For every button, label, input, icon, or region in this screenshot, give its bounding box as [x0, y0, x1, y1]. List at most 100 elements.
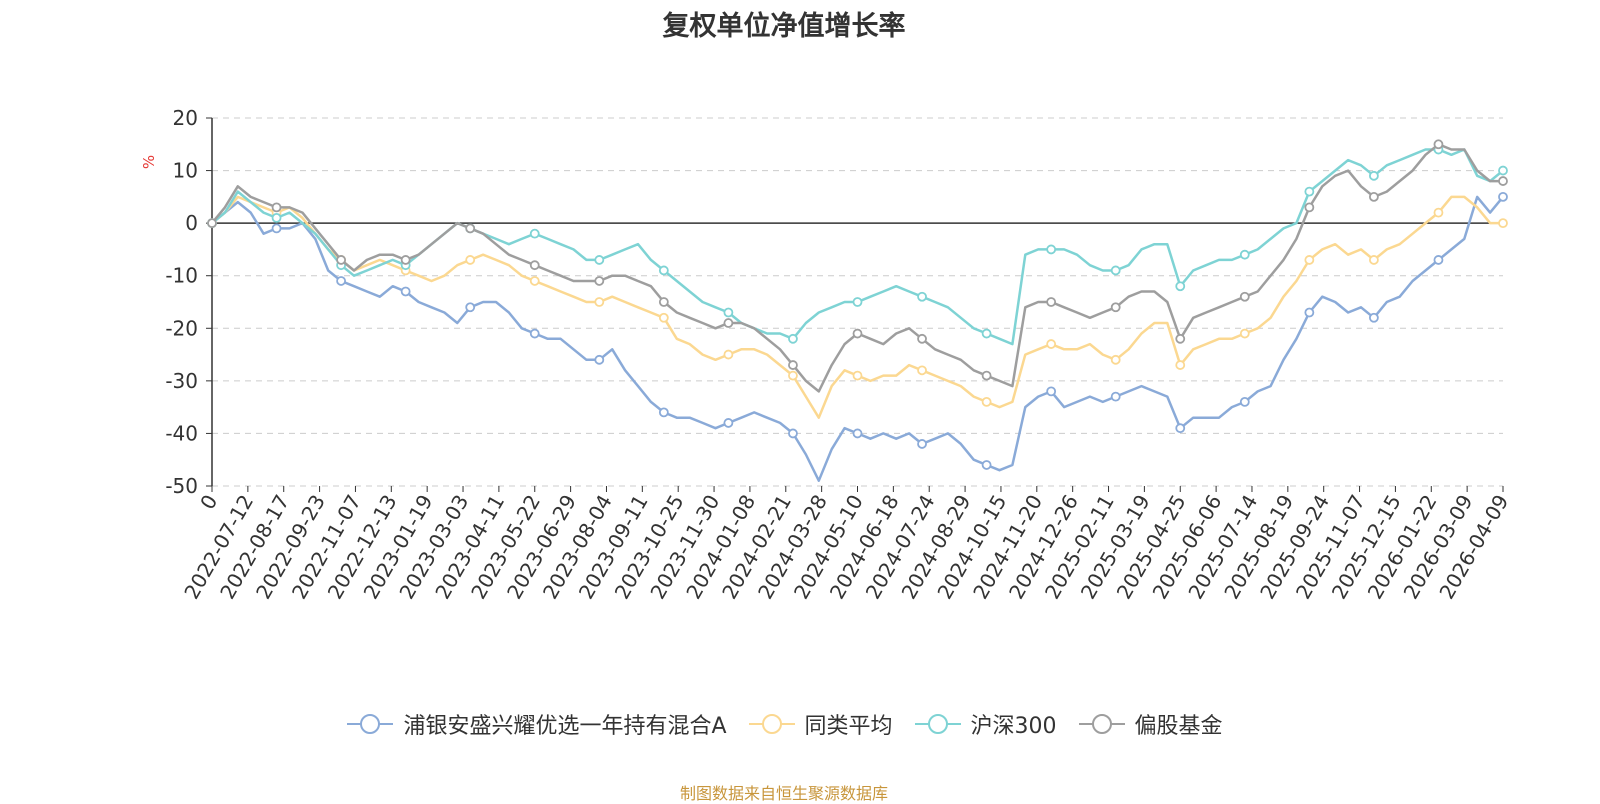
data-point — [658, 312, 669, 323]
data-point — [723, 418, 734, 428]
line-chart: 20 10 0 -10 -20 -30 -40 -50 02022-07-122022-08-… — [140, 106, 1513, 603]
data-point — [1110, 354, 1121, 365]
data-point — [1498, 165, 1508, 176]
data-point — [594, 255, 605, 265]
data-point — [1046, 386, 1057, 397]
data-point — [465, 255, 476, 265]
data-point — [1175, 360, 1186, 370]
data-point — [400, 286, 411, 297]
data-point — [852, 370, 863, 381]
axes — [211, 118, 1503, 486]
series-0 — [207, 191, 1508, 482]
data-point — [1175, 333, 1186, 344]
data-point — [594, 276, 605, 286]
data-point — [1369, 191, 1379, 202]
legend-label: 沪深300 — [970, 714, 1057, 739]
legend-marker-icon — [347, 714, 394, 734]
data-point — [1046, 297, 1057, 307]
data-point — [852, 428, 863, 439]
data-point — [529, 228, 540, 239]
data-point — [271, 202, 282, 213]
data-point — [336, 276, 347, 286]
x-tick-label: 0 — [195, 491, 222, 514]
data-point — [658, 297, 669, 307]
data-point — [1498, 176, 1508, 186]
data-point — [1239, 328, 1250, 339]
y-tick-label: 20 — [173, 106, 198, 130]
data-point — [658, 407, 669, 418]
y-tick-label: -50 — [165, 474, 198, 498]
legend-marker-icon — [914, 714, 961, 734]
data-point — [336, 255, 347, 265]
data-point — [1433, 139, 1444, 150]
legend-item[interactable]: 同类平均 — [747, 708, 893, 740]
series-line — [211, 195, 1503, 419]
legend-item[interactable]: 沪深300 — [913, 708, 1057, 740]
data-point — [1498, 191, 1508, 202]
data-point — [1304, 255, 1315, 265]
data-point — [400, 255, 411, 265]
data-point — [981, 460, 992, 470]
data-point — [788, 360, 798, 370]
data-point — [1110, 302, 1121, 313]
data-point — [1239, 291, 1250, 302]
data-point — [1239, 249, 1250, 260]
data-point — [1369, 312, 1379, 323]
data-point — [658, 265, 669, 276]
legend-label: 偏股基金 — [1134, 714, 1223, 739]
data-point — [788, 333, 798, 344]
data-point — [1304, 307, 1315, 318]
data-point — [1433, 207, 1444, 218]
data-point — [852, 297, 863, 307]
legend-item[interactable]: 浦银安盛兴耀优选一年持有混合A — [345, 708, 727, 740]
data-point — [1110, 391, 1121, 402]
legend-item[interactable]: 偏股基金 — [1077, 708, 1223, 740]
data-point — [981, 328, 992, 339]
data-point — [852, 328, 863, 339]
data-point — [207, 218, 217, 229]
data-point — [465, 302, 476, 313]
data-point — [1046, 339, 1057, 349]
data-point — [271, 212, 282, 223]
data-point — [917, 333, 927, 344]
y-tick-label: -20 — [165, 316, 198, 340]
y-tick-label: -40 — [165, 421, 198, 445]
legend-label: 浦银安盛兴耀优选一年持有混合A — [403, 714, 727, 739]
data-point — [1433, 255, 1444, 265]
data-point — [594, 354, 605, 365]
data-point — [271, 223, 282, 234]
data-point — [1175, 423, 1186, 434]
data-point — [529, 260, 540, 271]
data-point — [529, 328, 540, 339]
data-point — [529, 276, 540, 286]
legend: 浦银安盛兴耀优选一年持有混合A 同类平均 沪深300 偏股基金 — [0, 708, 1568, 740]
data-point — [1369, 255, 1379, 265]
data-point — [1369, 170, 1379, 181]
data-point — [917, 365, 927, 376]
data-point — [788, 370, 798, 381]
legend-label: 同类平均 — [804, 714, 893, 739]
y-axis-ticks: 20 10 0 -10 -20 -30 -40 -50 — [165, 106, 212, 498]
data-point — [723, 349, 734, 360]
data-point — [788, 428, 798, 439]
data-point — [917, 291, 927, 302]
data-point — [1304, 202, 1315, 213]
source-note: 制图数据来自恒生聚源数据库 — [679, 784, 888, 803]
y-tick-label: 10 — [173, 159, 198, 183]
data-point — [917, 439, 927, 449]
data-point — [981, 396, 992, 407]
data-point — [1498, 218, 1508, 229]
series-layer — [207, 139, 1508, 482]
data-point — [1239, 396, 1250, 407]
data-point — [1046, 244, 1057, 255]
data-point — [1110, 265, 1121, 276]
y-tick-label: 0 — [185, 211, 198, 235]
y-tick-label: -30 — [165, 369, 198, 393]
data-point — [465, 223, 476, 234]
data-point — [1175, 281, 1186, 292]
data-point — [981, 370, 992, 381]
x-axis-ticks: 02022-07-122022-08-172022-09-232022-11-0… — [179, 486, 1513, 603]
data-point — [1304, 186, 1315, 197]
legend-marker-icon — [1078, 714, 1125, 734]
chart-title: 复权单位净值增长率 — [662, 11, 906, 42]
